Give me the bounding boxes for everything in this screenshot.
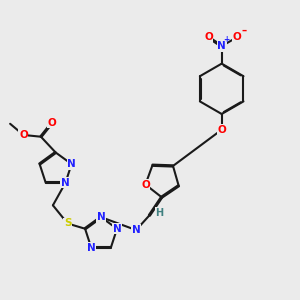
Text: N: N: [132, 225, 140, 235]
Text: O: O: [48, 118, 56, 128]
Text: O: O: [217, 125, 226, 135]
Text: O: O: [232, 32, 241, 42]
Text: N: N: [61, 178, 70, 188]
Text: N: N: [217, 41, 226, 51]
Text: H: H: [155, 208, 163, 218]
Text: O: O: [141, 179, 150, 190]
Text: N: N: [112, 224, 122, 234]
Text: O: O: [204, 32, 213, 42]
Text: N: N: [67, 159, 76, 169]
Text: –: –: [241, 26, 246, 36]
Text: N: N: [97, 212, 105, 222]
Text: S: S: [64, 218, 71, 229]
Text: N: N: [87, 242, 96, 253]
Text: O: O: [19, 130, 28, 140]
Text: +: +: [224, 35, 230, 44]
